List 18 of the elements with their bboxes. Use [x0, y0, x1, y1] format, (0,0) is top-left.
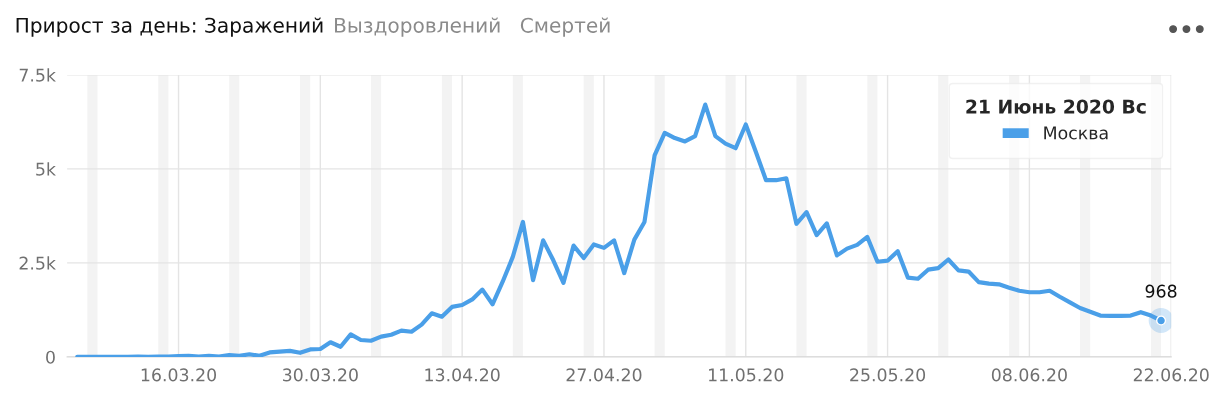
- text: Выздоровлений: [335, 17, 500, 37]
- y-tick-label: 7.5k: [19, 68, 56, 82]
- x-tick-label: 22.06.20: [1133, 368, 1209, 382]
- x-tick-label: 27.04.20: [566, 368, 642, 382]
- y-tick-label: 0: [46, 350, 55, 364]
- y-tick-label: 5k: [36, 162, 56, 176]
- x-tick-label: 11.05.20: [709, 368, 784, 382]
- legend-label: Москва: [1044, 126, 1108, 140]
- x-tick-label: 13.04.20: [425, 368, 500, 382]
- x-tick-label: 16.03.20: [141, 368, 217, 382]
- x-tick-label: 08.06.20: [991, 368, 1067, 382]
- x-tick-label: 25.05.20: [850, 368, 926, 382]
- y-tick-label: 2.5k: [19, 256, 56, 270]
- chart-title: Прирост за день: Заражений: [16, 17, 323, 37]
- x-tick-label: 30.03.20: [283, 368, 358, 382]
- annotation: 968: [1145, 284, 1177, 298]
- text: Смертей: [520, 17, 610, 37]
- legend-title: 21 Июнь 2020 Вс: [966, 99, 1146, 114]
